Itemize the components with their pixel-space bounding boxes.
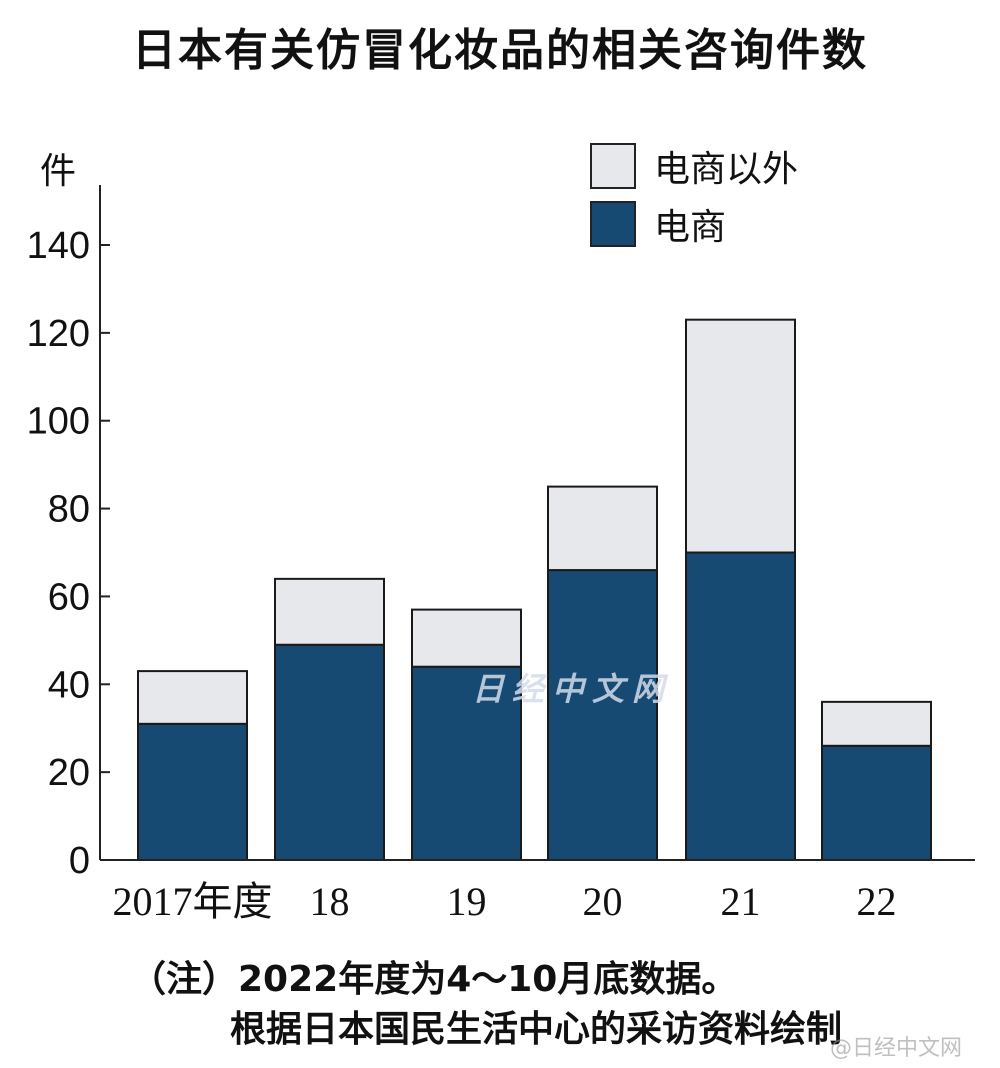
bar-ecommerce — [685, 551, 796, 861]
x-tick-label: 22 — [857, 879, 897, 924]
watermark: 日经中文网 — [472, 670, 673, 708]
watermark-corner: @日经中文网 — [830, 1036, 963, 1061]
bar-non-ecommerce — [685, 318, 796, 554]
y-tick-label: 140 — [27, 225, 90, 267]
bar-ecommerce — [547, 569, 658, 861]
x-tick-label: 19 — [447, 879, 487, 924]
legend-item-ecommerce: 电商 — [590, 198, 726, 250]
bar-non-ecommerce — [274, 577, 385, 646]
note-line-1: （注）2022年度为4～10月底数据。 — [130, 959, 738, 1000]
x-tick-label: 20 — [583, 879, 623, 924]
legend-label-non-ecommerce: 电商以外 — [654, 149, 799, 190]
bar-ecommerce — [274, 643, 385, 861]
x-tick-label: 2017年度 — [113, 879, 273, 924]
bar-non-ecommerce — [547, 485, 658, 572]
bar-non-ecommerce — [821, 700, 932, 747]
y-tick-label: 0 — [69, 840, 90, 882]
x-tick-label: 21 — [721, 879, 761, 924]
bar-non-ecommerce — [411, 608, 522, 668]
y-axis-unit: 件 — [40, 151, 77, 192]
legend-swatch-non-ecommerce — [590, 143, 636, 189]
legend-item-non-ecommerce: 电商以外 — [590, 140, 798, 192]
y-tick-label: 20 — [48, 752, 90, 794]
legend-label-ecommerce: 电商 — [654, 207, 727, 248]
y-tick-label: 100 — [27, 401, 90, 443]
legend-swatch-ecommerce — [590, 201, 636, 247]
y-tick-label: 120 — [27, 313, 90, 355]
y-tick-label: 80 — [48, 489, 90, 531]
note-line-2: 根据日本国民生活中心的采访资料绘制 — [230, 1009, 843, 1050]
y-tick-label: 60 — [48, 576, 90, 618]
bar-ecommerce — [821, 744, 932, 861]
y-tick-label: 40 — [48, 664, 90, 706]
x-tick-label: 18 — [310, 879, 350, 924]
chart-title: 日本有关仿冒化妆品的相关咨询件数 — [132, 25, 868, 76]
bar-non-ecommerce — [137, 670, 248, 725]
bar-ecommerce — [137, 722, 248, 861]
